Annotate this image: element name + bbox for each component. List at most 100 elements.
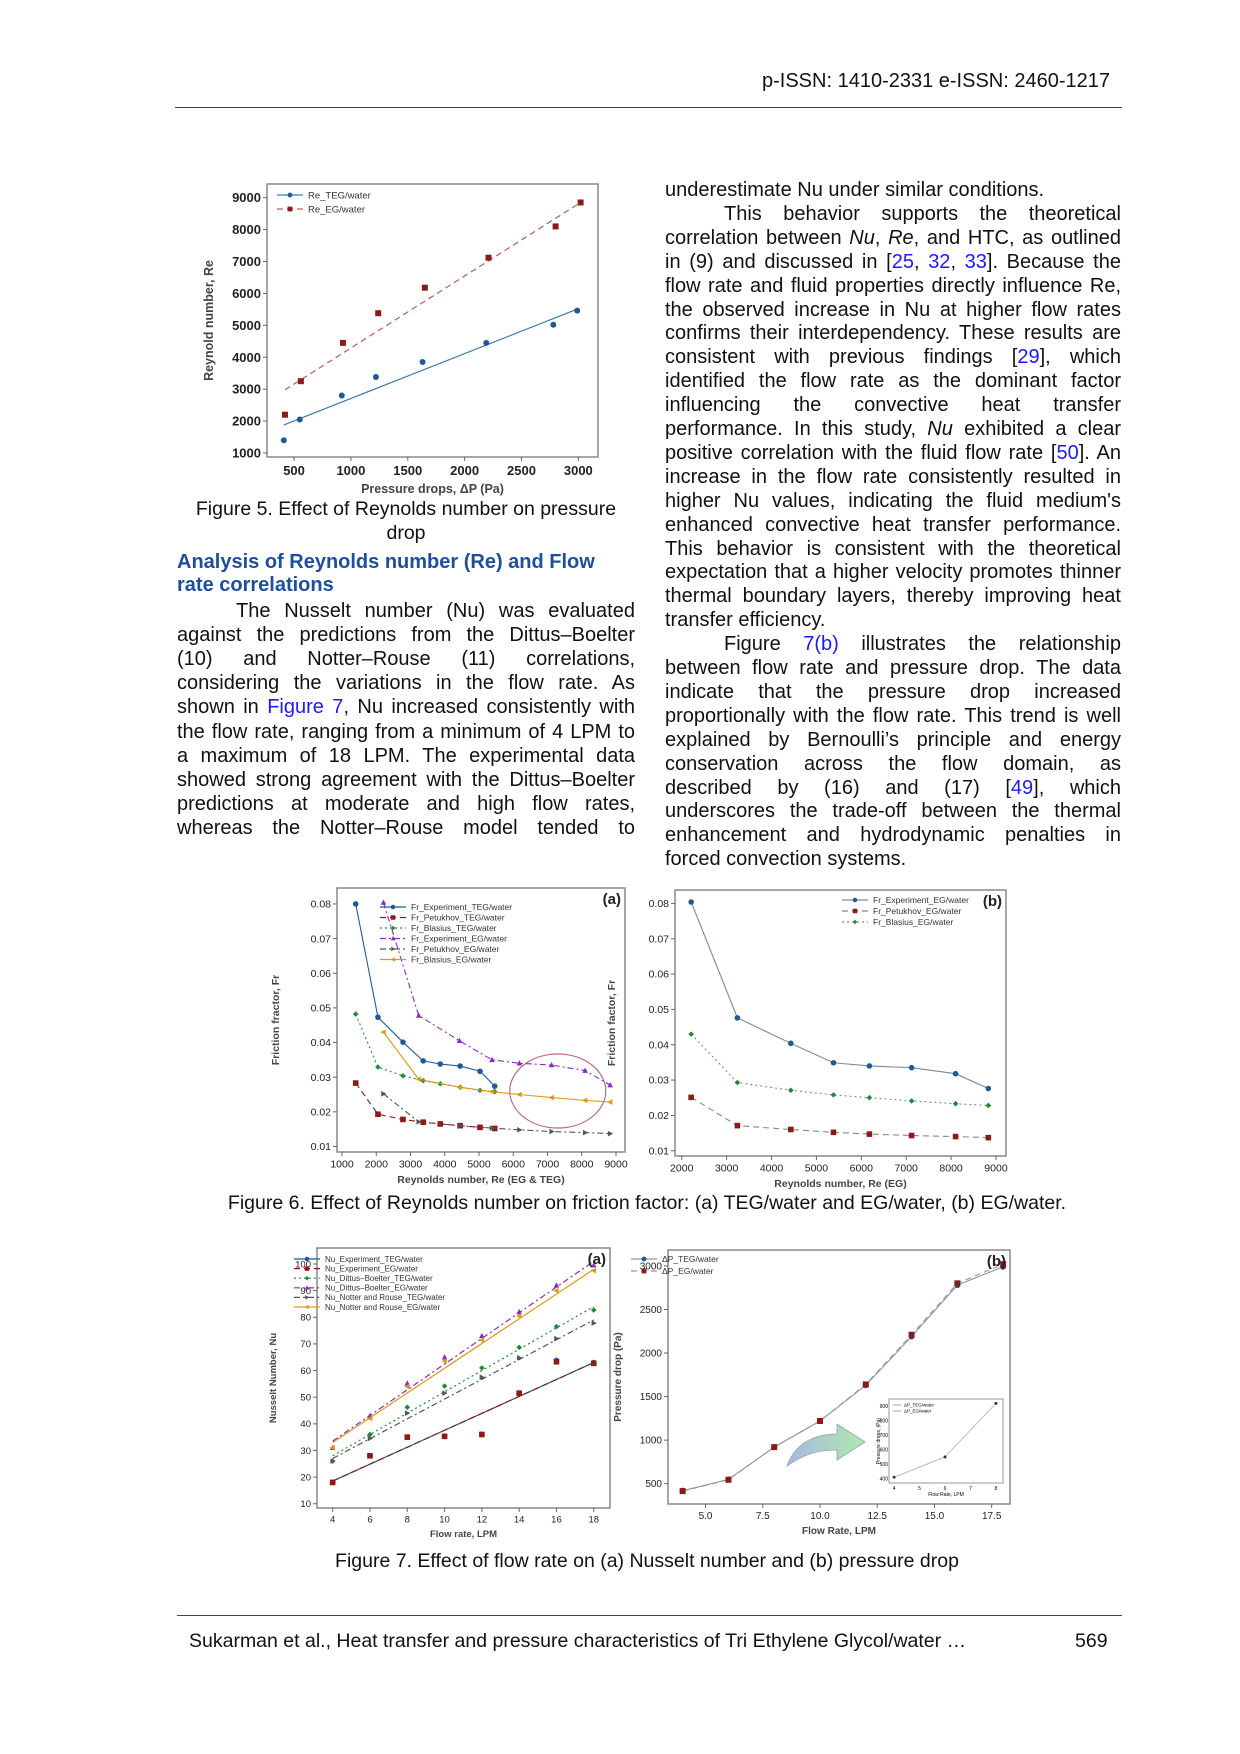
y-tick-label: 20 <box>300 1472 311 1483</box>
text-line: predictions at moderate and high flow ra… <box>177 792 635 816</box>
text-line: between flow rate and pressure drop. The… <box>665 656 1121 680</box>
data-point <box>420 1119 426 1126</box>
text-line: influencing the convective heat transfer <box>665 393 1121 417</box>
text-run: ]. Because the <box>986 250 1121 273</box>
legend-marker <box>390 957 395 962</box>
inset-x-tick-label: 5 <box>918 1486 921 1492</box>
reference-link[interactable]: 49 <box>1010 776 1034 799</box>
y-tick-label: 0.01 <box>311 1141 332 1153</box>
data-point <box>952 1070 959 1077</box>
data-point <box>367 1435 374 1442</box>
x-tick-label: 9000 <box>604 1159 628 1171</box>
highlight-ellipse <box>509 1053 607 1129</box>
y-tick-label: 2000 <box>232 414 261 429</box>
y-tick-label: 80 <box>300 1313 311 1324</box>
x-tick-label: 18 <box>588 1515 599 1526</box>
section-heading-line2: rate correlations <box>177 574 334 596</box>
inset-y-tick-label: 600 <box>880 1448 889 1454</box>
legend-entry: Re_EG/water <box>308 204 365 215</box>
data-point <box>457 1122 463 1129</box>
x-tick-label: 7.5 <box>756 1511 770 1522</box>
text-run: positive correlation with the fluid flow… <box>665 441 1057 464</box>
x-tick-label: 4000 <box>760 1163 784 1175</box>
text-run: showed strong agreement with the Dittus–… <box>177 768 635 791</box>
reference-link[interactable]: 33 <box>964 250 987 273</box>
data-point <box>553 1323 560 1330</box>
y-tick-label: 0.08 <box>311 899 332 911</box>
legend-entry: Fr_Experiment_EG/water <box>873 895 969 905</box>
series-Nu_Dittus–Boelter_TEG/water <box>329 1306 597 1464</box>
data-point <box>954 1280 961 1287</box>
y-axis-label: Nusselt Number, Nu <box>268 1333 279 1423</box>
y-tick-label: 500 <box>645 1479 662 1490</box>
text-run: This behavior is consistent with the the… <box>665 537 1121 560</box>
legend-entry: Fr_Petukhov_EG/water <box>411 944 500 954</box>
text-line: thermal boundary layers, thereby improvi… <box>665 584 1121 608</box>
data-point <box>516 1308 522 1315</box>
x-tick-label: 17.5 <box>982 1511 1002 1522</box>
data-point <box>734 1079 741 1086</box>
text-run: against the predictions from the Dittus–… <box>177 624 635 647</box>
text-run: enhancement and hydrodynamic penalties i… <box>665 824 1121 847</box>
text-run: Nu <box>927 418 953 440</box>
reference-link[interactable]: 29 <box>1017 346 1040 369</box>
data-point <box>516 1354 523 1361</box>
text-run: Nu <box>849 226 875 249</box>
figure-7b-chart: 5.0 7.5 10.0 12.5 15.0 17.5 500 1000 1500 2000 250… <box>613 1249 1011 1537</box>
inset-data-point <box>892 1475 896 1479</box>
series-Fr_Experiment_EG/water <box>380 899 613 1088</box>
data-point <box>483 339 490 346</box>
x-tick-label: 16 <box>551 1515 562 1526</box>
x-tick-label: 14 <box>514 1515 525 1526</box>
x-tick-label: 5000 <box>805 1163 829 1175</box>
text-run: , <box>874 226 889 249</box>
y-tick-label: 1500 <box>640 1392 663 1403</box>
reference-link[interactable]: 32 <box>928 250 951 273</box>
reference-link[interactable]: 25 <box>891 250 914 273</box>
y-tick-label: 2500 <box>640 1305 663 1316</box>
text-line: performance. In this study, Nu exhibited… <box>665 417 1121 441</box>
y-tick-label: 7000 <box>232 254 261 269</box>
inset-y-tick-label: 500 <box>880 1462 889 1468</box>
data-point <box>516 1390 522 1396</box>
data-point <box>485 254 492 261</box>
legend-marker <box>852 919 858 925</box>
data-point <box>479 1365 485 1371</box>
x-tick-label: 12.5 <box>867 1511 887 1522</box>
text-line: consistent with previous findings [29], … <box>665 345 1121 369</box>
data-point <box>862 1381 869 1388</box>
text-line: described by (16) and (17) [49], which <box>665 776 1121 800</box>
data-point <box>590 1307 597 1313</box>
text-run: between flow rate and pressure drop. The… <box>665 657 1121 679</box>
data-point <box>404 1404 411 1411</box>
text-run: , and HTC, as outlined <box>913 226 1121 249</box>
data-point <box>352 1080 359 1086</box>
data-point <box>952 1133 959 1140</box>
plot-frame <box>266 183 599 458</box>
data-point <box>725 1476 732 1483</box>
data-point <box>415 1012 422 1018</box>
data-point <box>441 1358 447 1365</box>
trend-line <box>332 1260 595 1442</box>
legend-entry: Fr_Experiment_EG/water <box>411 933 507 943</box>
data-point <box>419 359 426 366</box>
trend-line <box>332 1268 595 1443</box>
section-heading: Analysis of Reynolds number (Re) and Flo… <box>177 551 647 597</box>
text-run: increase in the flow rate consistently r… <box>665 465 1121 488</box>
data-point <box>380 899 387 905</box>
text-line: showed strong agreement with the Dittus–… <box>177 768 635 792</box>
x-tick-label: 1500 <box>393 463 422 478</box>
x-axis-label: Flow rate, LPM <box>430 1529 497 1540</box>
data-point <box>441 1433 448 1440</box>
y-tick-label: 0.06 <box>311 968 332 980</box>
y-tick-label: 70 <box>300 1339 311 1350</box>
legend-marker <box>287 192 293 198</box>
legend-marker <box>304 1275 310 1281</box>
reference-link[interactable]: Figure 7 <box>267 696 344 719</box>
series-line <box>383 1031 611 1103</box>
reference-link[interactable]: 7(b) <box>803 633 839 656</box>
text-line: conservation across the flow domain, as <box>665 752 1121 776</box>
text-run: identified the flow rate as the dominant… <box>665 370 1121 393</box>
text-run: consistent with previous findings [ <box>665 346 1018 369</box>
reference-link[interactable]: 50 <box>1056 441 1079 464</box>
